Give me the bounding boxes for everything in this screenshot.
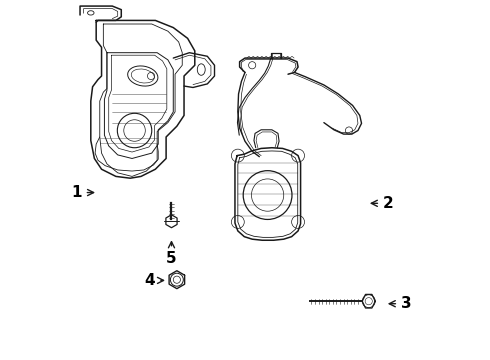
- Text: 5: 5: [166, 242, 177, 266]
- Text: 4: 4: [145, 273, 164, 288]
- Text: 1: 1: [71, 185, 94, 200]
- Text: 3: 3: [389, 296, 412, 311]
- Text: 2: 2: [371, 196, 394, 211]
